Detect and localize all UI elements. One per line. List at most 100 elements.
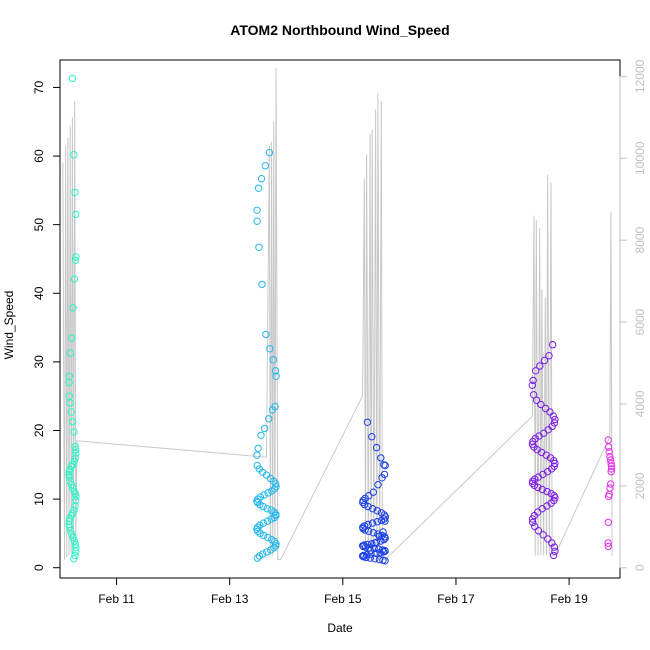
data-point — [551, 547, 559, 555]
y-tick-label: 20 — [32, 423, 46, 437]
data-point — [72, 496, 80, 505]
data-point — [381, 517, 389, 525]
data-point — [378, 474, 386, 482]
data-point — [71, 551, 79, 560]
data-point — [71, 188, 79, 197]
x-axis-label: Date — [327, 621, 353, 635]
data-point — [261, 424, 269, 433]
data-point — [371, 555, 379, 563]
data-point — [258, 280, 266, 289]
data-point — [272, 483, 280, 491]
data-point — [66, 349, 75, 357]
data-point — [604, 518, 612, 527]
data-point — [607, 468, 615, 476]
data-point — [65, 468, 74, 476]
data-point — [373, 518, 381, 526]
data-point — [272, 372, 280, 380]
data-point — [263, 505, 271, 513]
y-tick-label: 60 — [32, 149, 46, 163]
data-point — [65, 523, 74, 531]
data-point — [529, 391, 538, 399]
data-point — [529, 437, 537, 446]
data-point — [376, 548, 384, 557]
data-point — [528, 515, 537, 523]
data-point — [374, 530, 382, 538]
y2-tick-label: 2000 — [633, 472, 647, 499]
x-tick-label: Feb 15 — [324, 592, 362, 606]
y-tick-label: 0 — [32, 564, 46, 571]
data-point — [69, 417, 77, 426]
data-point — [70, 537, 79, 545]
data-point — [365, 527, 373, 535]
data-point — [70, 151, 78, 159]
y2-tick-label: 8000 — [633, 227, 647, 254]
data-point — [550, 543, 558, 551]
data-point — [71, 256, 80, 264]
data-point — [537, 400, 545, 409]
data-point — [272, 480, 280, 488]
data-point — [371, 539, 379, 547]
data-point — [372, 443, 381, 452]
y2-axis: 0 2000 4000 6000 8000 10000 12000 — [619, 59, 647, 571]
data-point — [260, 491, 268, 499]
data-point — [536, 362, 544, 370]
data-point — [551, 415, 559, 424]
data-point — [528, 381, 536, 389]
data-point — [253, 498, 262, 507]
data-point — [67, 334, 76, 342]
data-point — [358, 552, 367, 560]
data-point — [374, 481, 382, 489]
data-point — [604, 436, 612, 444]
data-point — [268, 487, 276, 495]
data-point — [529, 376, 537, 385]
data-point — [253, 206, 261, 215]
data-point — [369, 488, 377, 496]
data-point — [65, 470, 73, 479]
y-tick-label: 70 — [32, 80, 46, 94]
data-point — [71, 489, 80, 498]
data-point — [255, 552, 264, 560]
data-point — [551, 459, 559, 468]
data-point — [381, 557, 389, 565]
data-point — [254, 527, 262, 535]
data-point — [532, 367, 540, 375]
data-point — [72, 253, 80, 261]
x-tick-label: Feb 17 — [437, 592, 475, 606]
data-point — [72, 449, 80, 457]
data-point — [539, 531, 547, 539]
y2-tick-label: 4000 — [633, 390, 647, 417]
data-point — [377, 516, 386, 525]
y2-tick-label: 6000 — [633, 308, 647, 335]
data-point — [375, 555, 384, 564]
chart-title: ATOM2 Northbound Wind_Speed — [230, 22, 449, 38]
data-point — [607, 465, 616, 473]
x-tick-label: Feb 19 — [550, 592, 588, 606]
data-point — [265, 415, 273, 423]
data-point — [370, 544, 378, 553]
data-point — [267, 515, 275, 523]
data-point — [377, 454, 385, 462]
data-point — [549, 551, 558, 560]
scatter-points — [65, 74, 616, 565]
data-point — [269, 356, 277, 364]
y-tick-label: 40 — [32, 286, 46, 300]
data-point — [265, 148, 274, 157]
data-point — [532, 396, 541, 404]
data-point — [604, 443, 613, 451]
y-tick-label: 10 — [32, 492, 46, 506]
data-point — [68, 530, 76, 538]
data-point — [262, 330, 270, 339]
data-point — [375, 532, 384, 540]
data-point — [260, 531, 268, 540]
data-point — [66, 477, 74, 485]
data-point — [72, 547, 80, 555]
data-point — [69, 304, 77, 312]
data-point — [270, 508, 278, 516]
data-point — [369, 529, 377, 537]
data-point — [548, 341, 557, 349]
data-point — [70, 275, 79, 283]
data-point — [253, 217, 261, 225]
data-point — [261, 162, 269, 170]
data-point — [367, 550, 375, 558]
y2-tick-label: 0 — [633, 564, 647, 571]
